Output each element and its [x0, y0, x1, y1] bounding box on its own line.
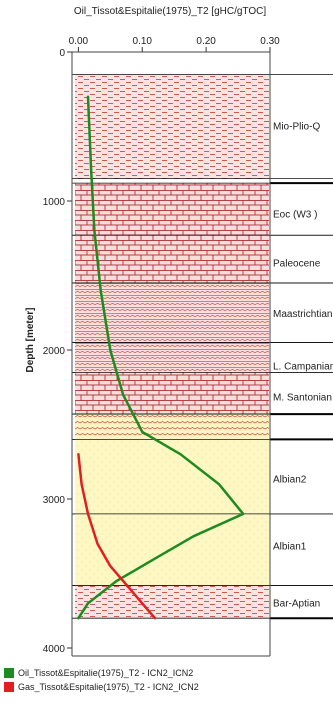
- formation-label-5: M. Santonian: [273, 393, 332, 404]
- formation-label-8: Albian1: [273, 542, 307, 553]
- formation-label-3: Maastrichtian: [273, 309, 332, 320]
- formation-band-6: [75, 414, 269, 440]
- legend: Oil_Tissot&Espitalie(1975)_T2 - ICN2_ICN…: [4, 666, 199, 694]
- formation-band-4: [75, 342, 269, 373]
- plot-frame: [71, 51, 271, 657]
- legend-entry-1: Gas_Tissot&Espitalie(1975)_T2 - ICN2_ICN…: [4, 680, 199, 694]
- x-tick-label-3: 0.30: [260, 36, 280, 47]
- y-tick-label-4: 4000: [43, 644, 66, 655]
- formation-band-9: [75, 585, 269, 619]
- formation-column: Mio-Plio-Q Eoc (W3 ) Paleocene Maastrichtia…: [72, 73, 333, 620]
- formation-label-9: Bar-Aptian: [273, 598, 320, 609]
- series-line-0: [77, 95, 245, 620]
- formation-label-0: Mio-Plio-Q: [273, 122, 320, 133]
- formation-label-2: Paleocene: [273, 259, 321, 270]
- formation-band-0: [75, 74, 269, 179]
- y-tick-label-1: 1000: [43, 197, 66, 208]
- y-axis-label: Depth [meter]: [25, 307, 36, 372]
- formation-label-1: Eoc (W3 ): [273, 209, 317, 220]
- formation-band-7: [75, 439, 269, 514]
- chart-title: Oil_Tissot&Espitalie(1975)_T2 [gHC/gTOC]: [74, 6, 267, 17]
- formation-band-1: [75, 183, 269, 236]
- legend-label-0: Oil_Tissot&Espitalie(1975)_T2 - ICN2_ICN…: [18, 668, 194, 678]
- formation-band-2: [75, 235, 269, 283]
- x-tick-label-1: 0.10: [133, 36, 153, 47]
- legend-swatch-0: [4, 668, 14, 678]
- x-tick-label-0: 0.00: [69, 36, 89, 47]
- y-tick-label-2: 2000: [43, 346, 66, 357]
- y-tick-label-0: 0: [59, 48, 65, 59]
- x-tick-label-2: 0.20: [196, 36, 216, 47]
- y-tick-label-3: 3000: [43, 495, 66, 506]
- legend-label-1: Gas_Tissot&Espitalie(1975)_T2 - ICN2_ICN…: [18, 682, 199, 692]
- formation-band-5: [75, 372, 269, 415]
- formation-label-4: L. Campanian: [273, 361, 333, 372]
- legend-entry-0: Oil_Tissot&Espitalie(1975)_T2 - ICN2_ICN…: [4, 666, 199, 680]
- y-axis: 0 1000 2000 3000 4000: [43, 48, 72, 655]
- legend-swatch-1: [4, 682, 14, 692]
- x-axis: 0.00 0.10 0.20 0.30: [69, 36, 280, 52]
- formation-label-7: Albian2: [273, 475, 307, 486]
- series-line-1: [77, 453, 157, 620]
- series-layer: [77, 95, 245, 620]
